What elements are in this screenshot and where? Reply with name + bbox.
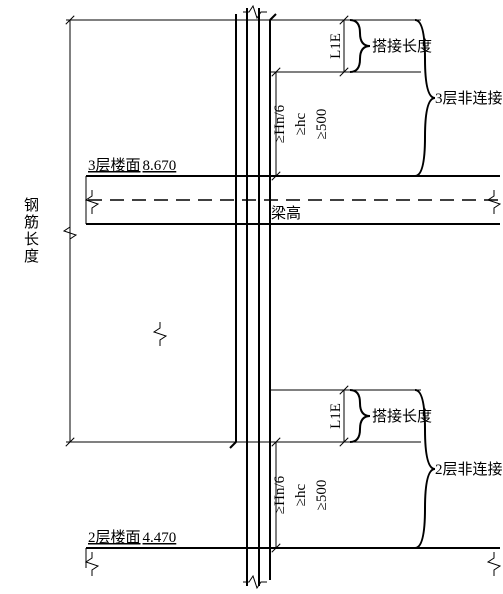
l1e-lower: L1E <box>328 403 344 429</box>
floor3-label: 3层楼面8.670 <box>88 157 176 174</box>
beam-height-label: 梁高 <box>271 205 301 222</box>
formula-b-upper: ≥hc <box>293 112 309 135</box>
nonconn-upper-label: 3层非连接区 <box>435 90 503 107</box>
splice-upper-label: 搭接长度 <box>372 38 432 55</box>
rebar-length-label: 钢筋长度 <box>22 197 39 265</box>
nonconn-lower-label: 2层非连接区 <box>435 461 503 478</box>
formula-a-lower: ≥Hn/6 <box>272 475 288 514</box>
formula-c-upper: ≥500 <box>314 109 330 140</box>
formula-a-upper: ≥Hn/6 <box>272 104 288 143</box>
floor2-label: 2层楼面4.470 <box>88 529 176 546</box>
l1e-upper: L1E <box>328 33 344 59</box>
formula-b-lower: ≥hc <box>293 483 309 506</box>
formula-c-lower: ≥500 <box>314 480 330 511</box>
splice-lower-label: 搭接长度 <box>372 408 432 425</box>
